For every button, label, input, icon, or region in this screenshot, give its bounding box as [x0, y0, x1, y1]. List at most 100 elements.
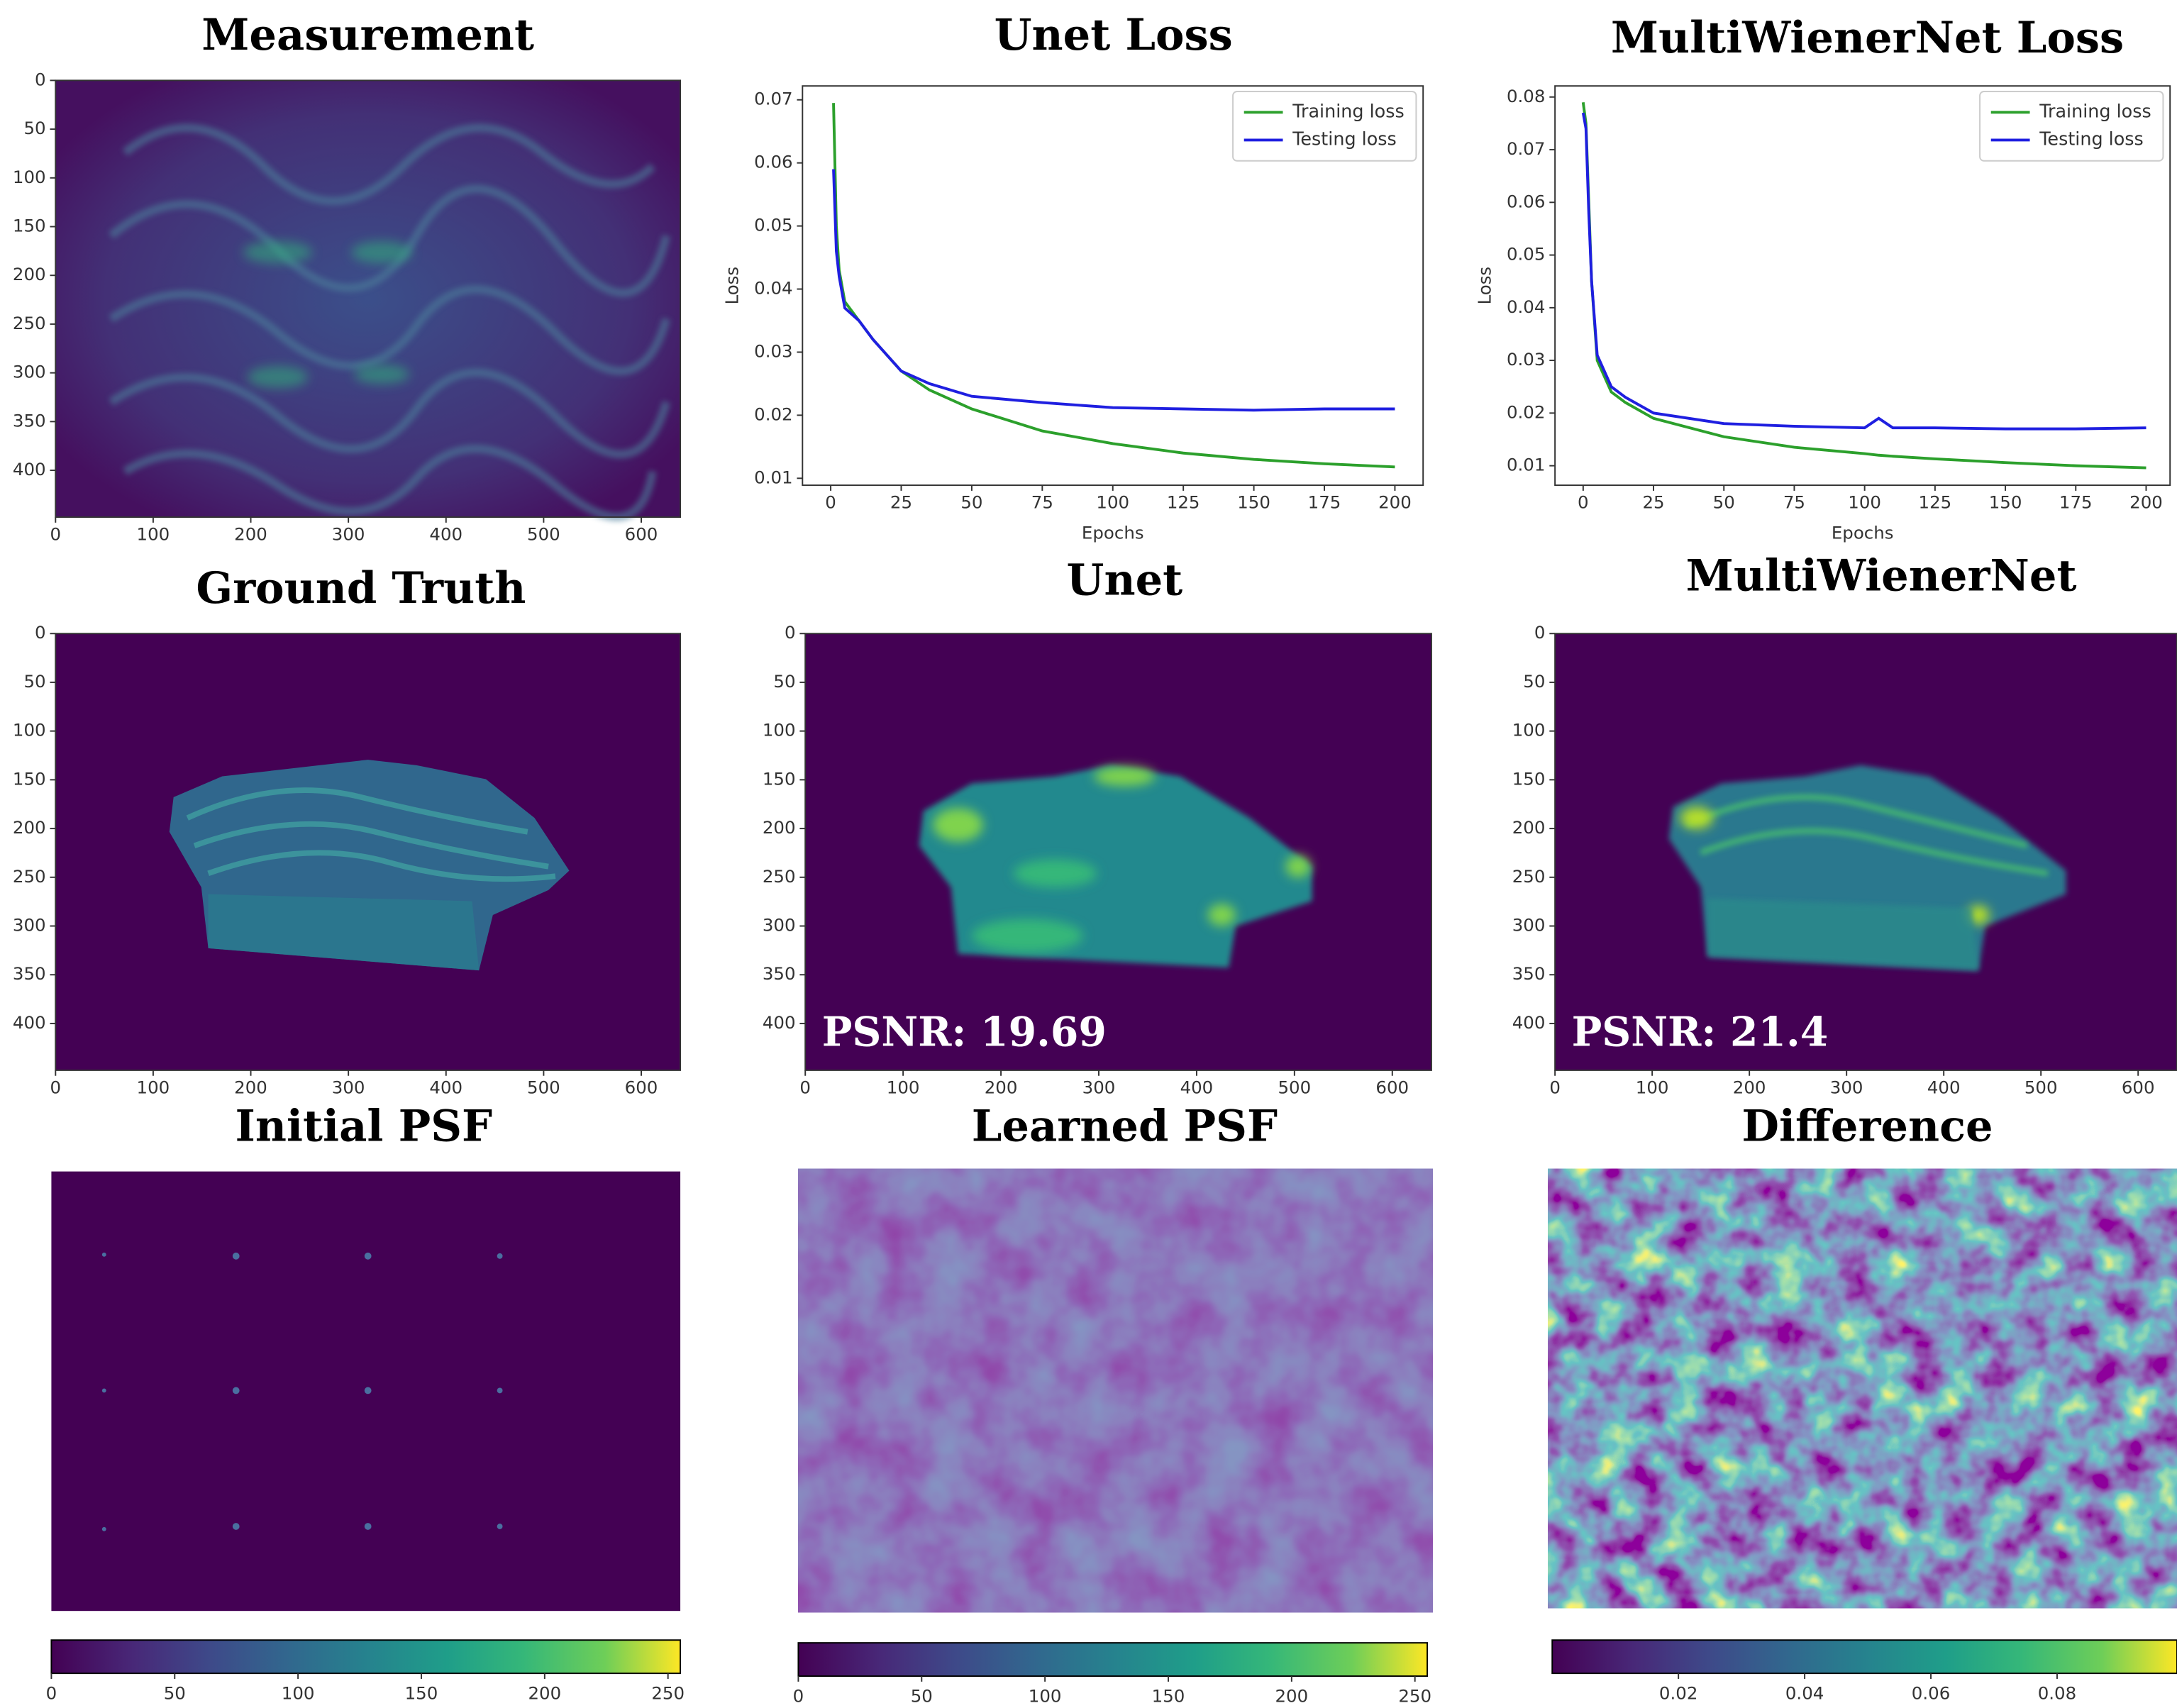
y-tick-label: 400: [13, 459, 46, 479]
colorbar-tick-label: 0: [46, 1682, 57, 1703]
x-tick-label: 100: [1636, 1077, 1669, 1097]
colorbar-tick-label: 100: [1029, 1685, 1062, 1706]
y-tick-label: 0: [35, 69, 46, 89]
x-tick-label: 0: [1578, 492, 1589, 513]
x-tick-label: 500: [527, 1077, 560, 1097]
x-tick-label: 100: [137, 1077, 170, 1097]
x-tick-label: 500: [527, 523, 560, 544]
colorbar-tick-label: 200: [1275, 1685, 1308, 1706]
x-tick-label: 200: [985, 1077, 1018, 1097]
x-tick-label: 300: [332, 1077, 365, 1097]
x-tick-label: 500: [1278, 1077, 1312, 1097]
x-tick-label: 75: [1783, 492, 1805, 513]
y-tick-label: 350: [13, 410, 46, 431]
colorbar-tick-label: 250: [651, 1682, 685, 1703]
legend-label: Testing loss: [1292, 128, 1397, 149]
y-tick-label: 200: [13, 817, 46, 838]
y-tick-label: 200: [1512, 817, 1546, 838]
y-axis-label: Loss: [721, 267, 742, 305]
y-tick-label: 250: [13, 313, 46, 333]
y-tick-label: 0.07: [754, 89, 792, 109]
y-tick-label: 350: [1512, 963, 1546, 984]
panel-title: Unet Loss: [995, 10, 1233, 60]
colorbar-tick-label: 150: [405, 1682, 438, 1703]
y-tick-label: 350: [763, 963, 796, 984]
psnr-annotation: PSNR: 21.4: [1572, 1009, 1829, 1056]
y-tick-label: 0.02: [754, 404, 792, 424]
y-tick-label: 150: [763, 768, 796, 789]
initial-psf-image: [51, 1172, 680, 1612]
colorbar: [798, 1643, 1427, 1676]
colorbar-tick-label: 0: [793, 1685, 804, 1706]
x-tick-label: 50: [1713, 492, 1735, 513]
panel-title: MultiWienerNet: [1686, 551, 2077, 601]
colorbar: [51, 1640, 680, 1673]
y-tick-label: 50: [773, 671, 795, 692]
y-tick-label: 200: [13, 264, 46, 284]
y-tick-label: 0: [35, 622, 46, 643]
psnr-annotation: PSNR: 19.69: [822, 1009, 1107, 1056]
panel-title: Measurement: [201, 10, 534, 60]
x-tick-label: 600: [625, 523, 658, 544]
y-tick-label: 100: [1512, 720, 1546, 741]
colorbar-tick-label: 0.08: [2038, 1682, 2076, 1703]
loss-line: [833, 170, 1395, 411]
figure: Measurement01002003004005006000501001502…: [0, 0, 2177, 1708]
x-tick-label: 150: [1989, 492, 2022, 513]
page: Measurement01002003004005006000501001502…: [0, 0, 2177, 1708]
x-tick-label: 0: [1549, 1077, 1561, 1097]
ground-truth-image: [55, 633, 680, 1070]
y-tick-label: 250: [763, 866, 796, 887]
x-tick-label: 200: [234, 523, 267, 544]
colorbar-tick-label: 150: [1152, 1685, 1185, 1706]
y-tick-label: 0: [1534, 622, 1546, 643]
panel-title: Learned PSF: [972, 1101, 1278, 1151]
y-tick-label: 400: [763, 1012, 796, 1033]
y-tick-label: 0.01: [754, 467, 792, 487]
colorbar-tick-label: 200: [528, 1682, 561, 1703]
multiwienernet-image: [1555, 633, 2177, 1070]
y-tick-label: 200: [763, 817, 796, 838]
colorbar-tick-label: 100: [282, 1682, 315, 1703]
y-tick-label: 0: [785, 622, 796, 643]
unet-image: [805, 633, 1431, 1070]
panel-title: Unet: [1067, 555, 1183, 605]
y-tick-label: 0.07: [1507, 138, 1545, 159]
y-tick-label: 250: [13, 866, 46, 887]
x-tick-label: 200: [2129, 492, 2163, 513]
y-tick-label: 400: [1512, 1012, 1546, 1033]
x-tick-label: 400: [429, 1077, 462, 1097]
x-tick-label: 100: [137, 523, 170, 544]
y-tick-label: 150: [13, 768, 46, 789]
x-tick-label: 100: [887, 1077, 920, 1097]
x-tick-label: 300: [332, 523, 365, 544]
y-tick-label: 150: [13, 216, 46, 236]
x-tick-label: 400: [1180, 1077, 1214, 1097]
learned-psf-image: [798, 1169, 1432, 1612]
y-tick-label: 100: [13, 720, 46, 741]
x-tick-label: 400: [1927, 1077, 1961, 1097]
y-tick-label: 250: [1512, 866, 1546, 887]
colorbar-tick-label: 50: [911, 1685, 933, 1706]
x-tick-label: 300: [1830, 1077, 1863, 1097]
x-tick-label: 100: [1848, 492, 1881, 513]
panel-title: Initial PSF: [236, 1101, 493, 1151]
y-tick-label: 0.06: [754, 152, 792, 172]
x-tick-label: 600: [625, 1077, 658, 1097]
y-tick-label: 50: [1523, 671, 1545, 692]
x-tick-label: 0: [50, 523, 62, 544]
x-tick-label: 50: [960, 492, 982, 513]
y-tick-label: 0.03: [1507, 349, 1545, 370]
y-tick-label: 0.06: [1507, 191, 1545, 211]
x-tick-label: 125: [1919, 492, 1952, 513]
x-tick-label: 200: [1733, 1077, 1766, 1097]
y-tick-label: 0.08: [1507, 86, 1545, 106]
y-tick-label: 300: [1512, 915, 1546, 936]
x-tick-label: 100: [1096, 492, 1129, 513]
x-tick-label: 25: [1642, 492, 1664, 513]
x-tick-label: 0: [799, 1077, 811, 1097]
x-tick-label: 300: [1082, 1077, 1116, 1097]
panel-title: Difference: [1741, 1101, 1993, 1151]
y-tick-label: 0.02: [1507, 401, 1545, 422]
legend-label: Training loss: [2039, 100, 2151, 121]
